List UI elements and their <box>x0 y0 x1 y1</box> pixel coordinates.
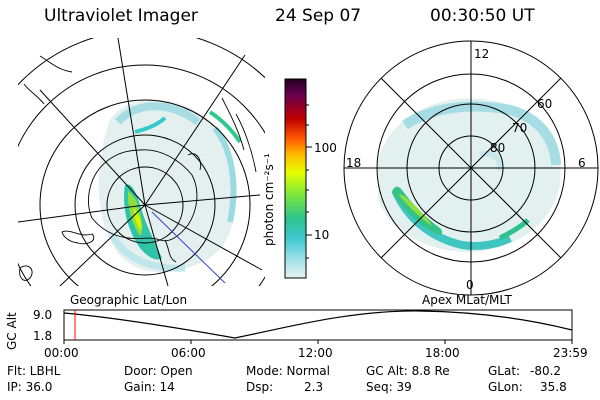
mlat-label-80: 80 <box>490 141 506 155</box>
alt-xtick-1800: 18:00 <box>425 346 460 360</box>
image-date: 24 Sep 07 <box>275 6 362 26</box>
status-glat-label: GLat: <box>488 364 521 378</box>
geographic-map <box>18 38 265 286</box>
status-glon-label: GLon: <box>488 380 523 394</box>
mlt-label-18: 18 <box>346 156 362 170</box>
alt-ymax-label: 9.0 <box>33 308 53 322</box>
alt-ymin-label: 1.8 <box>33 329 53 343</box>
colorbar-units-label: photon cm⁻²s⁻¹ <box>262 153 276 246</box>
day-night-line <box>151 211 226 284</box>
colorbar <box>284 78 312 279</box>
mlt-label-12: 12 <box>474 47 490 61</box>
alt-xtick-0000: 00:00 <box>44 346 79 360</box>
status-filter: Flt: LBHL <box>7 364 61 378</box>
latitude-grid <box>18 38 265 286</box>
status-seq: Seq: 39 <box>366 380 412 394</box>
alt-xtick-0600: 06:00 <box>171 346 206 360</box>
status-glon-value: 35.8 <box>540 380 567 394</box>
alt-xtick-2359: 23:59 <box>553 346 588 360</box>
apex-polar-plot <box>343 40 599 296</box>
status-gain: Gain: 14 <box>124 380 175 394</box>
apex-caption: Apex MLat/MLT <box>422 293 512 307</box>
image-time: 00:30:50 UT <box>430 6 535 26</box>
longitude-grid <box>18 38 263 286</box>
status-door: Door: Open <box>124 364 193 378</box>
mlt-label-0: 0 <box>466 278 474 292</box>
status-mode: Mode: Normal <box>246 364 330 378</box>
alt-xtick-1200: 12:00 <box>298 346 333 360</box>
altitude-plot <box>63 309 573 344</box>
mlat-label-60: 60 <box>537 97 553 111</box>
mlt-label-6: 6 <box>578 156 586 170</box>
status-gc-alt: GC Alt: 8.8 Re <box>366 364 450 378</box>
geographic-caption: Geographic Lat/Lon <box>70 293 188 307</box>
status-dsp-label: Dsp: <box>246 380 274 394</box>
aurora-emission-geographic <box>98 99 242 273</box>
aurora-emission-magnetic <box>378 98 561 252</box>
colorbar-tick-100: 100 <box>314 141 337 155</box>
instrument-title: Ultraviolet Imager <box>44 6 198 26</box>
colorbar-tick-10: 10 <box>314 228 330 242</box>
status-dsp-value: 2.3 <box>304 380 324 394</box>
altitude-curve <box>63 310 573 339</box>
status-glat-value: -80.2 <box>530 364 562 378</box>
alt-ylabel: GC Alt <box>5 312 19 350</box>
coastline <box>19 55 257 281</box>
mlat-label-70: 70 <box>512 121 528 135</box>
status-ip: IP: 36.0 <box>7 380 53 394</box>
